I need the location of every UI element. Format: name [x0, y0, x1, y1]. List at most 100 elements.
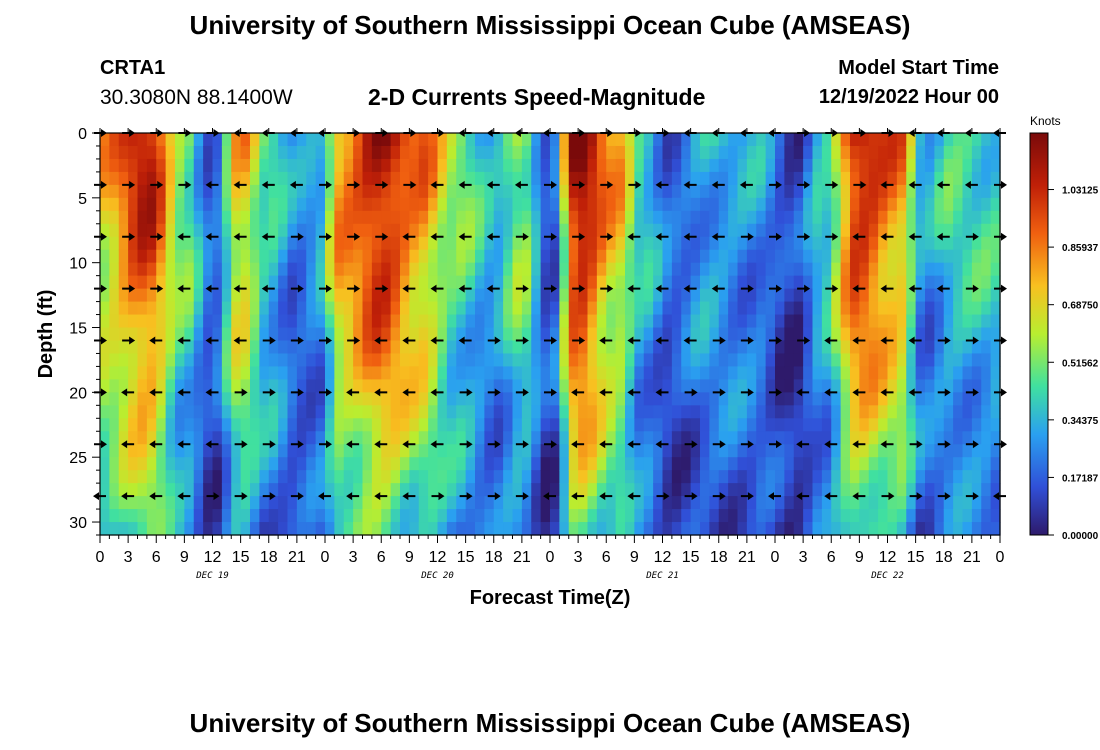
heatmap-cell	[428, 379, 439, 393]
heatmap-cell	[812, 197, 823, 212]
heatmap-cell	[821, 223, 832, 238]
heatmap-cell	[784, 262, 795, 277]
heatmap-cell	[353, 133, 364, 147]
heatmap-cell	[653, 184, 664, 199]
current-arrow	[655, 232, 669, 241]
heatmap-cell	[128, 340, 139, 355]
heatmap-cell	[381, 145, 392, 160]
heatmap-cell	[240, 483, 251, 497]
heatmap-cell	[812, 249, 823, 264]
heatmap-cell	[671, 262, 682, 277]
heatmap-cell	[465, 340, 476, 355]
heatmap-cell	[887, 522, 898, 536]
heatmap-cell	[531, 379, 542, 393]
heatmap-cell	[793, 184, 804, 199]
heatmap-cell	[409, 392, 420, 406]
heatmap-cell	[465, 444, 476, 458]
heatmap-cell	[840, 236, 851, 251]
heatmap-cell	[118, 210, 129, 225]
heatmap-cell	[737, 288, 748, 303]
heatmap-cell	[390, 314, 401, 329]
heatmap-cell	[325, 418, 335, 432]
heatmap-cell	[559, 353, 570, 368]
heatmap-cell	[409, 145, 420, 160]
heatmap-cell	[775, 275, 785, 290]
heatmap-cell	[962, 470, 973, 484]
heatmap-cell	[296, 470, 307, 484]
heatmap-cell	[615, 405, 626, 419]
heatmap-cell	[587, 496, 598, 510]
heatmap-cell	[700, 353, 710, 368]
heatmap-cell	[700, 210, 710, 225]
current-arrow	[177, 336, 191, 345]
heatmap-cell	[231, 301, 242, 316]
heatmap-cell	[334, 314, 345, 329]
heatmap-cell	[728, 418, 739, 432]
heatmap-cell	[990, 275, 1001, 290]
heatmap-cell	[334, 470, 345, 484]
heatmap-cell	[981, 145, 992, 160]
current-arrow	[824, 440, 838, 449]
heatmap-cell	[906, 288, 917, 303]
heatmap-cell	[671, 314, 682, 329]
heatmap-cell	[700, 418, 710, 432]
heatmap-cell	[400, 223, 410, 238]
heatmap-cell	[812, 431, 823, 445]
heatmap-cell	[540, 158, 551, 173]
current-arrow	[486, 232, 500, 241]
heatmap-cell	[643, 366, 654, 380]
heatmap-cell	[671, 483, 682, 497]
heatmap-cell	[175, 236, 185, 251]
heatmap-cell	[165, 418, 176, 432]
heatmap-cell	[671, 470, 682, 484]
heatmap-cell	[587, 223, 598, 238]
heatmap-cell	[381, 444, 392, 458]
current-arrow	[459, 440, 473, 449]
heatmap-cell	[578, 457, 589, 471]
heatmap-cell	[925, 262, 935, 277]
heatmap-cell	[146, 379, 157, 393]
heatmap-cell	[240, 133, 251, 147]
heatmap-cell	[718, 158, 729, 173]
heatmap-cell	[821, 496, 832, 510]
heatmap-cell	[718, 522, 729, 536]
heatmap-cell	[850, 483, 860, 497]
heatmap-cell	[615, 431, 626, 445]
heatmap-cell	[643, 483, 654, 497]
heatmap-cell	[146, 249, 157, 264]
heatmap-cell	[943, 353, 954, 368]
heatmap-cell	[212, 210, 223, 225]
heatmap-cell	[700, 171, 710, 186]
heatmap-cell	[990, 405, 1001, 419]
heatmap-cell	[737, 353, 748, 368]
heatmap-cell	[146, 340, 157, 355]
heatmap-cell	[137, 223, 148, 238]
heatmap-cell	[146, 444, 157, 458]
current-arrow	[347, 180, 361, 189]
heatmap-cell	[718, 314, 729, 329]
current-arrow	[403, 180, 417, 189]
heatmap-cell	[596, 288, 607, 303]
heatmap-cell	[521, 483, 532, 497]
heatmap-cell	[268, 145, 279, 160]
heatmap-cell	[925, 405, 935, 419]
heatmap-cell	[971, 353, 982, 368]
heatmap-cell	[625, 366, 635, 380]
heatmap-cell	[859, 340, 870, 355]
current-arrow	[544, 336, 557, 345]
heatmap-cell	[362, 288, 373, 303]
heatmap-cell	[446, 431, 457, 445]
heatmap-cell	[700, 197, 710, 212]
heatmap-cell	[728, 301, 739, 316]
heatmap-cell	[709, 327, 720, 342]
heatmap-cell	[831, 457, 842, 471]
heatmap-cell	[259, 171, 270, 186]
heatmap-cell	[812, 275, 823, 290]
heatmap-cell	[793, 171, 804, 186]
heatmap-cell	[896, 418, 907, 432]
heatmap-cell	[868, 379, 879, 393]
heatmap-cell	[559, 262, 570, 277]
heatmap-cell	[971, 275, 982, 290]
heatmap-cell	[212, 418, 223, 432]
heatmap-cell	[146, 262, 157, 277]
